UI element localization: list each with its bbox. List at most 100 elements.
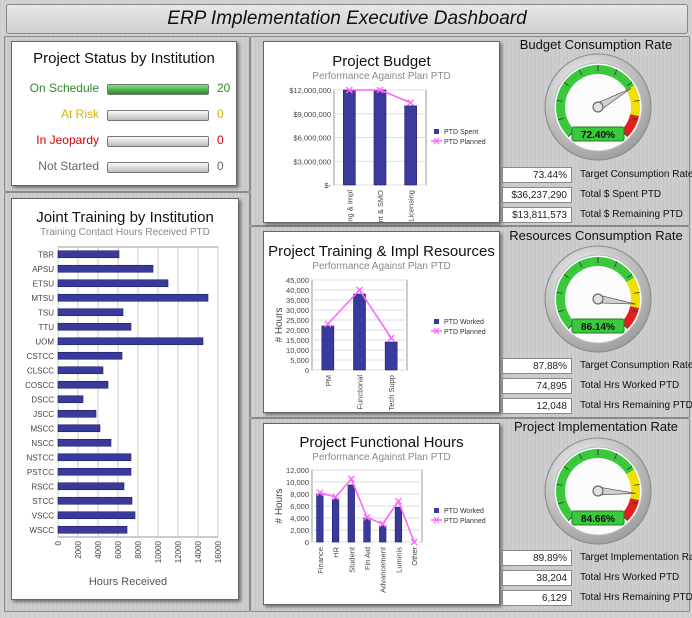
bar	[404, 105, 417, 186]
bar	[57, 279, 169, 288]
project-budget-chart: $- $3,000,000 $6,000,000 $9,000,000 $12,000,…	[289, 86, 485, 222]
kpi-label: Target Implementation Rate PTD	[580, 552, 692, 563]
category-label: Luminis	[394, 547, 403, 573]
x-tick-label: 0	[54, 540, 63, 545]
legend-swatch	[434, 129, 439, 134]
project-budget-card: Project Budget Performance Against Plan …	[263, 41, 500, 223]
gauge-tick	[563, 465, 570, 471]
y-tick-label: 10,000	[286, 346, 309, 355]
bar	[57, 395, 84, 404]
bar	[379, 525, 387, 543]
status-count: 20	[217, 81, 231, 95]
bar	[57, 467, 132, 476]
project-budget-title: Project Budget	[332, 53, 431, 70]
kpi-value: $36,237,290	[502, 187, 572, 203]
kpi-value: $13,811,573	[502, 207, 572, 223]
status-progress-bar	[107, 84, 209, 95]
status-progress-bar	[107, 110, 209, 121]
legend-marker	[433, 137, 440, 145]
category-label: Student	[347, 546, 356, 573]
status-progress-bar	[107, 162, 209, 173]
y-tick-label: 2,000	[290, 526, 309, 535]
gauge-tick	[626, 81, 633, 87]
x-tick-label: 10000	[154, 540, 163, 563]
status-row: In Jeopardy 0	[12, 132, 236, 150]
bar	[57, 482, 125, 491]
bar	[57, 525, 128, 534]
bar	[57, 351, 123, 360]
y-tick-label: 35,000	[286, 296, 309, 305]
series-point	[363, 513, 371, 521]
category-label: ETSU	[33, 279, 55, 288]
gauge-band-green	[556, 257, 635, 329]
category-label: COSCC	[25, 381, 54, 390]
category-label: TSU	[38, 308, 54, 317]
status-label: Not Started	[38, 159, 99, 173]
bar	[57, 438, 112, 447]
gauge-tick	[613, 69, 618, 76]
category-label: MTSU	[31, 294, 54, 303]
gauge-value: 72.40%	[581, 130, 615, 141]
x-tick-label: 2000	[74, 540, 83, 558]
gauge-tick	[613, 453, 618, 460]
category-label: NSTCC	[26, 453, 54, 462]
status-label: On Schedule	[29, 81, 99, 95]
gauge-hub	[592, 101, 604, 113]
gauge-tick	[557, 117, 564, 121]
x-tick-label: 4000	[94, 540, 103, 558]
bar	[394, 506, 403, 543]
y-tick-label: $12,000,000	[289, 86, 331, 95]
bar	[363, 517, 371, 543]
training-resources-chart: 05,00010,00015,00020,00025,00030,00035,0…	[274, 276, 486, 410]
gauge-tick	[633, 484, 640, 486]
training-resources-subtitle: Performance Against Plan PTD	[312, 261, 451, 272]
bar	[57, 496, 133, 505]
category-label: MSCC	[30, 424, 54, 433]
bar	[57, 366, 104, 375]
series-point	[387, 334, 395, 342]
y-tick-label: $-	[324, 181, 331, 190]
category-label: Maint & SMO	[376, 190, 385, 222]
category-label: DSCC	[31, 395, 54, 404]
gauge-tick	[557, 501, 564, 505]
implementation-gauge: 84.66%	[544, 437, 652, 545]
bar	[384, 341, 398, 371]
x-tick-label: 8000	[134, 540, 143, 558]
x-axis-label: Hours Received	[89, 576, 167, 588]
y-tick-label: $6,000,000	[293, 134, 331, 143]
gauge-band-yellow	[626, 469, 640, 501]
category-label: PM	[324, 375, 333, 386]
y-tick-label: 0	[305, 538, 309, 547]
gauge-band-red	[621, 498, 639, 521]
y-tick-label: 40,000	[286, 286, 309, 295]
kpi-label: Total $ Spent PTD	[580, 189, 662, 200]
functional-hours-card: Project Functional Hours Performance Aga…	[263, 423, 500, 605]
kpi-value: 89.89%	[502, 550, 572, 566]
joint-training-card: Joint Training by Institution Training C…	[11, 198, 239, 600]
kpi-value: 87.88%	[502, 358, 572, 374]
joint-training-title: Joint Training by Institution	[36, 209, 214, 226]
y-tick-label: 12,000	[286, 466, 309, 475]
status-row: Not Started 0	[12, 158, 236, 176]
legend-label: PTD Planned	[444, 329, 486, 336]
project-status-title: Project Status by Institution	[33, 50, 215, 67]
category-label: APSU	[32, 265, 54, 274]
gauge-tick	[632, 117, 639, 121]
kpi-label: Total Hrs Remaining PTD	[580, 400, 692, 411]
series-point	[316, 489, 324, 497]
gauge-band-green	[556, 65, 635, 137]
gauge-hub	[592, 293, 604, 305]
kpi-label: Total Hrs Worked PTD	[580, 572, 680, 583]
y-tick-label: 6,000	[290, 502, 309, 511]
gauge-tick	[578, 261, 583, 268]
y-axis-label: # Hours	[274, 488, 285, 523]
gauge-tick	[632, 501, 639, 505]
gauge-value-box	[571, 126, 625, 142]
series-point	[379, 520, 387, 528]
gauge-tick	[613, 261, 618, 268]
kpi-value: 12,048	[502, 398, 572, 414]
joint-training-chart: 0 2000 4000 6000 8000 10000 12000 14000 16000 TBR…	[25, 246, 223, 588]
gauge-tick	[578, 453, 583, 460]
kpi-value: 6,129	[502, 590, 572, 606]
gauge-band-yellow	[626, 85, 640, 117]
